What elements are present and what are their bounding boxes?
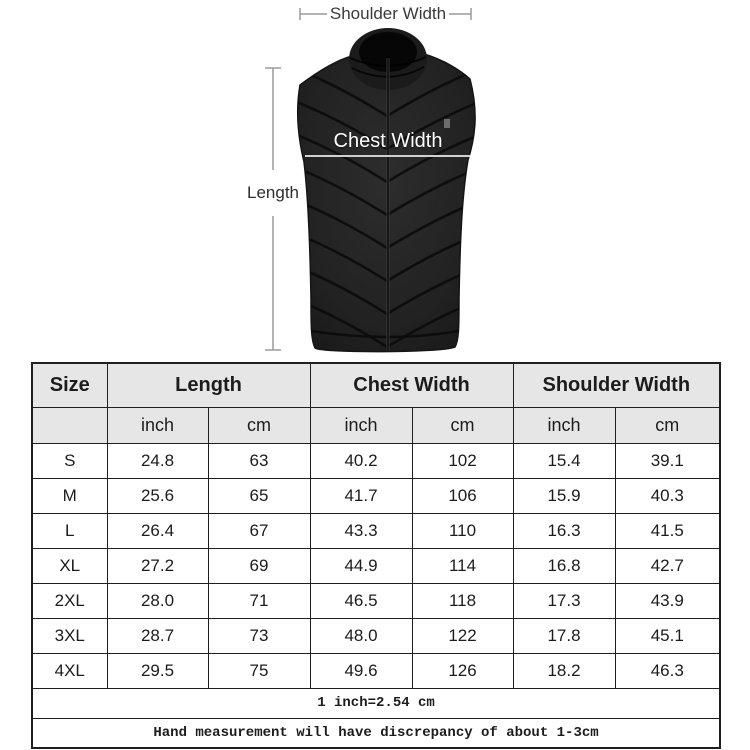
vest-measurement-diagram: Shoulder Width Length Chest Width <box>0 0 750 362</box>
unit-blank <box>31 406 108 444</box>
value-cell: 43.3 <box>309 512 413 549</box>
value-cell: 17.8 <box>512 617 616 654</box>
value-cell: 67 <box>207 512 311 549</box>
value-cell: 45.1 <box>614 617 721 654</box>
value-cell: 43.9 <box>614 582 721 619</box>
table-row: 4XL 29.5 75 49.6 126 18.2 46.3 <box>31 652 721 689</box>
value-cell: 15.4 <box>512 442 616 479</box>
value-cell: 118 <box>411 582 514 619</box>
value-cell: 18.2 <box>512 652 616 689</box>
size-table-body: S 24.8 63 40.2 102 15.4 39.1 M 25.6 65 41.7 106 15.9… <box>31 442 721 689</box>
size-table-footer: 1 inch=2.54 cm Hand measurement will hav… <box>31 687 721 749</box>
value-cell: 46.5 <box>309 582 413 619</box>
header-length: Length <box>106 362 311 408</box>
size-cell: 4XL <box>31 652 108 689</box>
table-row: M 25.6 65 41.7 106 15.9 40.3 <box>31 477 721 514</box>
value-cell: 24.8 <box>106 442 209 479</box>
value-cell: 15.9 <box>512 477 616 514</box>
vest-collar-opening <box>359 32 417 72</box>
table-row: L 26.4 67 43.3 110 16.3 41.5 <box>31 512 721 549</box>
value-cell: 71 <box>207 582 311 619</box>
value-cell: 40.2 <box>309 442 413 479</box>
value-cell: 28.7 <box>106 617 209 654</box>
value-cell: 46.3 <box>614 652 721 689</box>
note-row: 1 inch=2.54 cm <box>31 687 721 719</box>
header-size: Size <box>31 362 108 408</box>
size-cell: XL <box>31 547 108 584</box>
table-row: 3XL 28.7 73 48.0 122 17.8 45.1 <box>31 617 721 654</box>
size-table: Size Length Chest Width Shoulder Width i… <box>31 362 722 749</box>
value-cell: 48.0 <box>309 617 413 654</box>
header-chest-width: Chest Width <box>309 362 514 408</box>
size-cell: M <box>31 477 108 514</box>
chest-width-label: Chest Width <box>333 130 443 152</box>
chest-logo-tag <box>444 119 450 128</box>
value-cell: 25.6 <box>106 477 209 514</box>
measurement-discrepancy-note: Hand measurement will have discrepancy o… <box>31 717 721 749</box>
unit-chest-cm: cm <box>411 406 514 444</box>
value-cell: 126 <box>411 652 514 689</box>
size-cell: 3XL <box>31 617 108 654</box>
shoulder-measure-bracket <box>299 8 472 20</box>
unit-length-inch: inch <box>106 406 209 444</box>
unit-length-cm: cm <box>207 406 311 444</box>
note-row: Hand measurement will have discrepancy o… <box>31 717 721 749</box>
length-label: Length <box>247 183 299 202</box>
value-cell: 41.7 <box>309 477 413 514</box>
length-measure-line <box>265 67 281 351</box>
value-cell: 65 <box>207 477 311 514</box>
value-cell: 75 <box>207 652 311 689</box>
value-cell: 29.5 <box>106 652 209 689</box>
size-table-header: Size Length Chest Width Shoulder Width i… <box>31 362 721 444</box>
table-row: 2XL 28.0 71 46.5 118 17.3 43.9 <box>31 582 721 619</box>
table-row: S 24.8 63 40.2 102 15.4 39.1 <box>31 442 721 479</box>
group-header-row: Size Length Chest Width Shoulder Width <box>31 362 721 408</box>
header-shoulder-width: Shoulder Width <box>512 362 721 408</box>
value-cell: 40.3 <box>614 477 721 514</box>
table-row: XL 27.2 69 44.9 114 16.8 42.7 <box>31 547 721 584</box>
value-cell: 114 <box>411 547 514 584</box>
value-cell: 39.1 <box>614 442 721 479</box>
unit-header-row: inch cm inch cm inch cm <box>31 406 721 444</box>
quilting-chevrons <box>297 60 476 349</box>
vest-body <box>296 53 476 353</box>
value-cell: 26.4 <box>106 512 209 549</box>
size-cell: S <box>31 442 108 479</box>
value-cell: 73 <box>207 617 311 654</box>
value-cell: 49.6 <box>309 652 413 689</box>
value-cell: 27.2 <box>106 547 209 584</box>
value-cell: 16.8 <box>512 547 616 584</box>
value-cell: 44.9 <box>309 547 413 584</box>
unit-chest-inch: inch <box>309 406 413 444</box>
value-cell: 16.3 <box>512 512 616 549</box>
size-cell: L <box>31 512 108 549</box>
size-cell: 2XL <box>31 582 108 619</box>
value-cell: 102 <box>411 442 514 479</box>
value-cell: 110 <box>411 512 514 549</box>
inch-conversion-note: 1 inch=2.54 cm <box>31 687 721 719</box>
value-cell: 42.7 <box>614 547 721 584</box>
vest-illustration <box>265 8 476 353</box>
value-cell: 28.0 <box>106 582 209 619</box>
value-cell: 17.3 <box>512 582 616 619</box>
value-cell: 63 <box>207 442 311 479</box>
value-cell: 106 <box>411 477 514 514</box>
unit-shoulder-cm: cm <box>614 406 721 444</box>
shoulder-width-label: Shoulder Width <box>329 4 447 23</box>
value-cell: 69 <box>207 547 311 584</box>
unit-shoulder-inch: inch <box>512 406 616 444</box>
value-cell: 41.5 <box>614 512 721 549</box>
value-cell: 122 <box>411 617 514 654</box>
